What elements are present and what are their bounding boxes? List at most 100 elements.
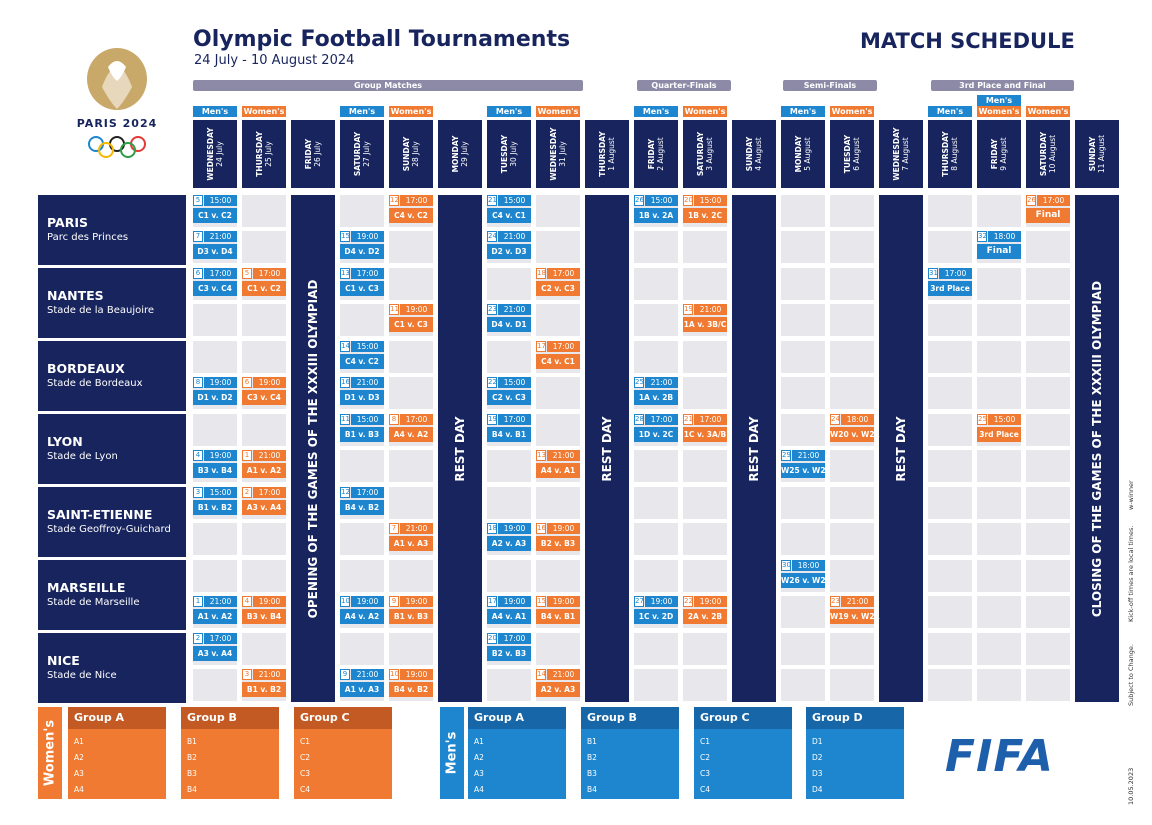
match-women[interactable]: 11 19:00 C1 v. C3 [389, 304, 433, 336]
match-men[interactable]: 12 17:00 B4 v. B2 [340, 487, 384, 519]
day-label: WEDNESDAY 31 July [549, 127, 567, 180]
schedule-cell [634, 450, 678, 482]
schedule-cell [977, 596, 1021, 628]
match-men[interactable]: 21 15:00 C4 v. C1 [487, 195, 531, 227]
olympic-flame-icon [87, 48, 147, 110]
match-men[interactable]: 8 19:00 D1 v. D2 [193, 377, 237, 409]
womens-groups-label: Women's [38, 707, 62, 799]
match-number: 6 [193, 268, 203, 279]
match-men[interactable]: 11 15:00 B1 v. B3 [340, 414, 384, 446]
schedule-cell [781, 195, 825, 227]
match-men[interactable]: 5 15:00 C1 v. C2 [193, 195, 237, 227]
schedule-cell [389, 487, 433, 519]
match-women[interactable]: 12 17:00 C4 v. C2 [389, 195, 433, 227]
match-pairing: B1 v. B2 [242, 682, 286, 697]
match-time: 15:00 [988, 414, 1021, 425]
match-men[interactable]: 13 17:00 C1 v. C3 [340, 268, 384, 300]
match-women[interactable]: 21 17:00 1C v. 3A/B [683, 414, 727, 446]
match-men[interactable]: 9 21:00 A1 v. A3 [340, 669, 384, 701]
schedule-cell [781, 268, 825, 300]
match-men[interactable]: 28 17:00 1D v. 2C [634, 414, 678, 446]
match-women[interactable]: 26 17:00 Final [1026, 195, 1070, 227]
match-men[interactable]: 30 18:00 W26 v. W28 [781, 560, 831, 592]
match-women[interactable]: 13 21:00 A4 v. A1 [536, 450, 580, 482]
match-men[interactable]: 20 17:00 B2 v. B3 [487, 633, 531, 665]
match-women[interactable]: 18 17:00 C2 v. C3 [536, 268, 580, 300]
match-women[interactable]: 10 19:00 B4 v. B2 [389, 669, 433, 701]
match-pairing: A2 v. A3 [536, 682, 580, 697]
match-men[interactable]: 4 19:00 B3 v. B4 [193, 450, 237, 482]
match-men[interactable]: 29 21:00 W25 v. W27 [781, 450, 831, 482]
match-men[interactable]: 15 19:00 D4 v. D2 [340, 231, 384, 263]
match-women[interactable]: 14 21:00 A2 v. A3 [536, 669, 580, 701]
match-number: 24 [487, 231, 497, 242]
match-women[interactable]: 25 15:00 3rd Place [977, 414, 1021, 446]
match-men[interactable]: 6 17:00 C3 v. C4 [193, 268, 237, 300]
day-header: MONDAY 5 August [781, 120, 825, 188]
match-men[interactable]: 27 19:00 1C v. 2D [634, 596, 678, 628]
match-women[interactable]: 9 19:00 B1 v. B3 [389, 596, 433, 628]
match-women[interactable]: 5 17:00 C1 v. C2 [242, 268, 286, 300]
match-time: 15:00 [645, 195, 678, 206]
day-of-week: SATURDAY [353, 131, 362, 177]
match-men[interactable]: 22 15:00 C2 v. C3 [487, 377, 531, 409]
match-men[interactable]: 10 19:00 A4 v. A2 [340, 596, 384, 628]
womens-tag: Women's [389, 106, 433, 117]
match-men[interactable]: 31 17:00 3rd Place [928, 268, 972, 300]
match-number: 2 [242, 487, 252, 498]
match-women[interactable]: 16 19:00 B2 v. B3 [536, 523, 580, 555]
venue-stadium: Stade de Lyon [47, 451, 118, 462]
match-pairing: D2 v. D3 [487, 244, 531, 259]
match-women[interactable]: 4 19:00 B3 v. B4 [242, 596, 286, 628]
match-women[interactable]: 3 21:00 B1 v. B2 [242, 669, 286, 701]
match-women[interactable]: 17 17:00 C4 v. C1 [536, 341, 580, 373]
match-men[interactable]: 32 18:00 Final [977, 231, 1021, 263]
match-men[interactable]: 2 17:00 A3 v. A4 [193, 633, 237, 665]
day-header: SATURDAY 10 August [1026, 120, 1070, 188]
match-women[interactable]: 7 21:00 A1 v. A3 [389, 523, 433, 555]
match-men[interactable]: 7 21:00 D3 v. D4 [193, 231, 237, 263]
match-women[interactable]: 23 21:00 W19 v. W21 [830, 596, 880, 628]
match-number: 15 [340, 231, 350, 242]
match-men[interactable]: 16 21:00 D1 v. D3 [340, 377, 384, 409]
match-men[interactable]: 19 17:00 B4 v. B1 [487, 414, 531, 446]
schedule-cell [634, 669, 678, 701]
schedule-cell [536, 633, 580, 665]
match-men[interactable]: 1 21:00 A1 v. A2 [193, 596, 237, 628]
match-pairing: A4 v. A2 [340, 609, 384, 624]
match-women[interactable]: 22 19:00 2A v. 2B [683, 596, 727, 628]
match-women[interactable]: 2 17:00 A3 v. A4 [242, 487, 286, 519]
match-time: 21:00 [204, 596, 237, 607]
match-women[interactable]: 24 18:00 W20 v. W22 [830, 414, 880, 446]
note-local-times: Kick-off times are local times. [1127, 525, 1135, 622]
day-date: 29 July [460, 141, 469, 167]
match-number: 20 [683, 195, 693, 206]
match-men[interactable]: 18 19:00 A2 v. A3 [487, 523, 531, 555]
match-men[interactable]: 25 21:00 1A v. 2B [634, 377, 678, 409]
day-date: 10 August [1048, 134, 1057, 174]
match-women[interactable]: 15 19:00 B4 v. B1 [536, 596, 580, 628]
schedule-cell [487, 450, 531, 482]
schedule-cell [830, 633, 874, 665]
match-women[interactable]: 6 19:00 C3 v. C4 [242, 377, 286, 409]
match-men[interactable]: 3 15:00 B1 v. B2 [193, 487, 237, 519]
match-time: 17:00 [253, 487, 286, 498]
match-women[interactable]: 8 17:00 A4 v. A2 [389, 414, 433, 446]
match-time: 17:00 [400, 414, 433, 425]
match-men[interactable]: 14 15:00 C4 v. C2 [340, 341, 384, 373]
venue-nice: NICE Stade de Nice [38, 633, 186, 703]
match-number: 18 [487, 523, 497, 534]
rest-day-label: REST DAY [894, 415, 908, 482]
match-women[interactable]: 20 15:00 1B v. 2C [683, 195, 727, 227]
match-men[interactable]: 26 15:00 1B v. 2A [634, 195, 678, 227]
match-women[interactable]: 19 21:00 1A v. 3B/C [683, 304, 727, 336]
match-women[interactable]: 1 21:00 A1 v. A2 [242, 450, 286, 482]
schedule-cell [928, 596, 972, 628]
match-men[interactable]: 24 21:00 D2 v. D3 [487, 231, 531, 263]
men_groups-group-c: Group C C1 C2 C3 C4 [694, 707, 792, 799]
match-pairing: C4 v. C1 [536, 354, 580, 369]
match-number: 21 [683, 414, 693, 425]
mens-tag: Men's [487, 106, 531, 117]
match-men[interactable]: 23 21:00 D4 v. D1 [487, 304, 531, 336]
match-men[interactable]: 17 19:00 A4 v. A1 [487, 596, 531, 628]
